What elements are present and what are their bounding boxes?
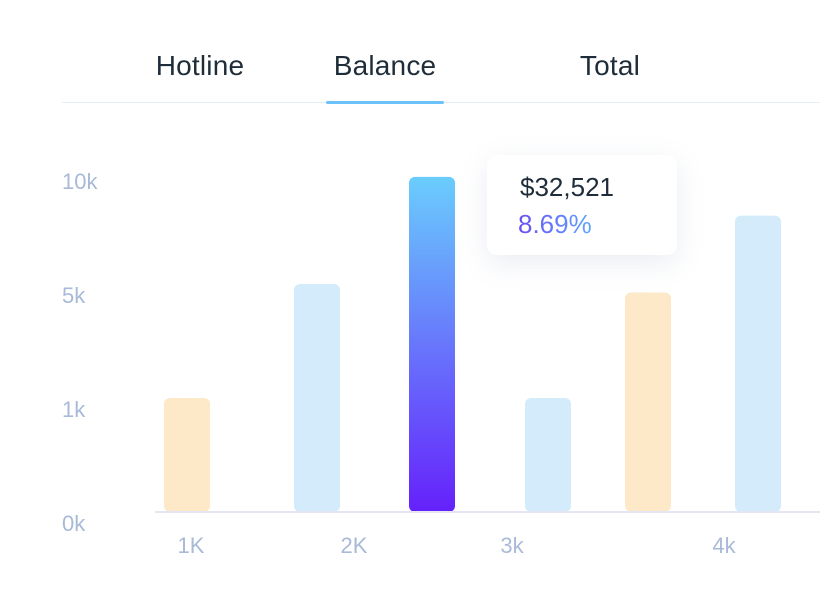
tooltip-percent: 8.69%: [518, 209, 592, 239]
y-tick-label: 1k: [62, 397, 86, 422]
tab-balance[interactable]: Balance: [333, 50, 437, 81]
y-tick-label: 0k: [62, 511, 86, 536]
bar[interactable]: [525, 398, 571, 512]
x-tick-label: 2K: [341, 533, 368, 558]
value-tooltip: $32,521 8.69%: [487, 155, 677, 255]
x-tick-label: 4k: [712, 533, 736, 558]
x-tick-label: 1K: [178, 533, 205, 558]
tab-hotline[interactable]: Hotline: [155, 50, 245, 81]
bar[interactable]: [735, 215, 781, 512]
bar[interactable]: [625, 292, 671, 512]
bar[interactable]: [164, 398, 210, 512]
y-tick-label: 5k: [62, 283, 86, 308]
x-tick-label: 3k: [500, 533, 524, 558]
tooltip-amount: $32,521: [520, 172, 614, 202]
tab-total[interactable]: Total: [579, 50, 641, 81]
bar[interactable]: [294, 284, 340, 512]
y-tick-label: 10k: [62, 169, 98, 194]
tab-bar: Hotline Balance Total: [62, 0, 820, 104]
bar-highlighted[interactable]: [409, 176, 455, 512]
active-tab-indicator: [326, 100, 444, 104]
